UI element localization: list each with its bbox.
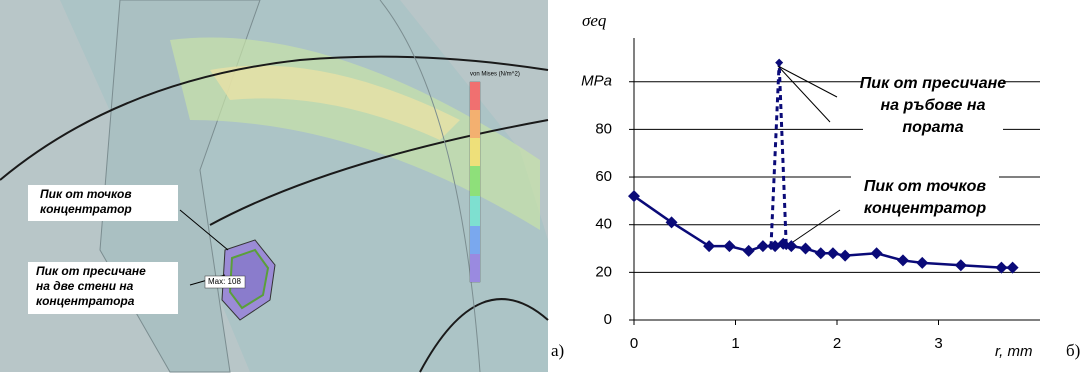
annotation: Пик от пресичане: [860, 75, 1006, 92]
image-label: Пик от пресичане: [36, 264, 146, 278]
dotted-line: [771, 63, 786, 246]
marker: [800, 243, 812, 255]
marker: [1007, 262, 1019, 274]
image-label: концентратора: [36, 294, 135, 308]
image-label: на две стени на: [36, 279, 134, 293]
legend-swatch: [470, 110, 480, 138]
marker: [916, 257, 928, 269]
y-tick-label: 0: [604, 311, 612, 328]
y-tick-label: 80: [595, 120, 612, 137]
x-tick-label: 1: [731, 335, 739, 352]
marker: [775, 59, 783, 67]
legend-title: von Mises (N/m^2): [470, 72, 520, 78]
callout-line: [790, 210, 840, 244]
marker: [743, 245, 755, 257]
panel-label: a): [551, 341, 564, 360]
legend-swatch: [470, 138, 480, 166]
x-tick-label: 0: [630, 335, 638, 352]
panel-label: б): [1066, 341, 1080, 360]
marker: [871, 247, 883, 259]
image-label: концентратор: [40, 202, 132, 216]
fea-image: von Mises (N/m^2) Max: 108: [0, 0, 548, 372]
annotation: на ръбове на: [881, 97, 986, 114]
legend-swatch: [470, 82, 480, 110]
y-axis-label: σeq: [582, 11, 607, 30]
legend-swatch: [470, 196, 480, 226]
x-tick-label: 2: [833, 335, 841, 352]
marker: [955, 259, 967, 271]
marker: [897, 254, 909, 266]
figure: von Mises (N/m^2) Max: 108 a) Пик от точ…: [0, 0, 1089, 376]
legend-swatch: [470, 226, 480, 254]
image-label: Пик от точков: [40, 187, 132, 201]
y-tick-label: 20: [595, 263, 612, 280]
y-tick-label: MPa: [581, 73, 612, 90]
marker: [827, 247, 839, 259]
callout-line: [778, 66, 830, 122]
annotation: пората: [902, 119, 963, 136]
max-label: Max: 108: [208, 277, 241, 286]
page: von Mises (N/m^2) Max: 108 a) Пик от точ…: [0, 0, 1089, 376]
x-axis-label: r, mm: [995, 343, 1033, 360]
annotation: Пик от точков: [864, 178, 986, 195]
marker: [839, 250, 851, 262]
y-tick-label: 40: [595, 216, 612, 233]
marker: [815, 247, 827, 259]
x-tick-label: 3: [934, 335, 942, 352]
legend-swatch: [470, 254, 480, 282]
annotation: концентратор: [864, 200, 987, 217]
y-tick-label: 60: [595, 168, 612, 185]
marker: [703, 240, 715, 252]
marker: [723, 240, 735, 252]
marker: [995, 262, 1007, 274]
legend-swatch: [470, 166, 480, 196]
